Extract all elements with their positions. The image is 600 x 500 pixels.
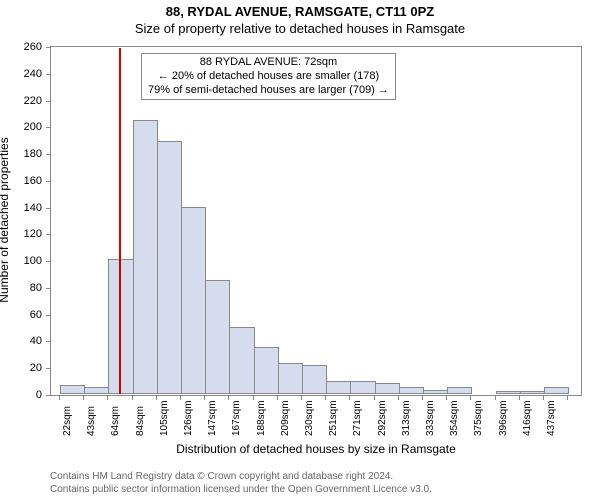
- histogram-bar: [326, 381, 351, 394]
- histogram-bar: [423, 390, 448, 394]
- x-tick-label: 22sqm: [62, 406, 73, 436]
- histogram-bar: [375, 383, 400, 394]
- y-tick-label: 260: [24, 41, 42, 53]
- histogram-bar: [229, 327, 254, 394]
- x-tick-mark: [398, 396, 399, 400]
- histogram-bar: [254, 347, 279, 394]
- x-tick-mark: [107, 396, 108, 400]
- x-tick-mark: [446, 396, 447, 400]
- histogram-bar: [205, 280, 230, 394]
- x-tick-label: 84sqm: [135, 406, 146, 436]
- credits: Contains HM Land Registry data © Crown c…: [50, 471, 592, 496]
- x-tick-mark: [470, 396, 471, 400]
- x-tick-mark: [253, 396, 254, 400]
- y-tick-label: 20: [30, 362, 42, 374]
- x-tick-label: 209sqm: [280, 400, 291, 436]
- y-tick-label: 160: [24, 175, 42, 187]
- x-tick-label: 147sqm: [207, 400, 218, 436]
- x-tick-mark: [180, 396, 181, 400]
- x-tick-mark: [228, 396, 229, 400]
- x-tick-mark: [204, 396, 205, 400]
- x-tick-label: 230sqm: [304, 400, 315, 436]
- annotation-line-3: 79% of semi-detached houses are larger (…: [148, 84, 389, 98]
- x-tick-label: 292sqm: [377, 400, 388, 436]
- x-tick-mark: [156, 396, 157, 400]
- y-tick-label: 180: [24, 148, 42, 160]
- x-tick-label: 313sqm: [401, 400, 412, 436]
- x-tick-label: 271sqm: [352, 400, 363, 436]
- x-axis-label: Distribution of detached houses by size …: [50, 442, 582, 456]
- y-tick-label: 60: [30, 309, 42, 321]
- x-tick-mark: [495, 396, 496, 400]
- x-tick-mark: [349, 396, 350, 400]
- y-tick-label: 100: [24, 255, 42, 267]
- x-tick-label: 354sqm: [449, 400, 460, 436]
- y-tick-label: 140: [24, 202, 42, 214]
- x-tick-label: 333sqm: [425, 400, 436, 436]
- credits-line-2: Contains public sector information licen…: [50, 484, 592, 497]
- histogram-bar: [520, 391, 545, 394]
- x-tick-label: 105sqm: [159, 400, 170, 436]
- y-tick-label: 220: [24, 95, 42, 107]
- x-tick-mark: [83, 396, 84, 400]
- marker-line: [119, 48, 121, 394]
- histogram-bar: [447, 387, 472, 394]
- x-tick-label: 43sqm: [86, 406, 97, 436]
- x-tick-label: 437sqm: [546, 400, 557, 436]
- histogram-bar: [278, 363, 303, 394]
- x-tick-mark: [422, 396, 423, 400]
- y-tick-label: 0: [36, 389, 42, 401]
- y-tick-label: 120: [24, 228, 42, 240]
- x-tick-mark: [277, 396, 278, 400]
- x-tick-label: 188sqm: [256, 400, 267, 436]
- histogram-bar: [544, 387, 569, 394]
- histogram-bar: [496, 391, 521, 394]
- x-tick-label: 416sqm: [522, 400, 533, 436]
- y-tick-label: 40: [30, 335, 42, 347]
- annotation-box: 88 RYDAL AVENUE: 72sqm ← 20% of detached…: [141, 53, 396, 100]
- x-tick-mark: [543, 396, 544, 400]
- annotation-line-1: 88 RYDAL AVENUE: 72sqm: [148, 56, 389, 70]
- x-tick-label: 64sqm: [110, 406, 121, 436]
- plot-region: 88 RYDAL AVENUE: 72sqm ← 20% of detached…: [50, 46, 582, 396]
- page-root: 88, RYDAL AVENUE, RAMSGATE, CT11 0PZ Siz…: [0, 0, 600, 500]
- y-tick-label: 200: [24, 121, 42, 133]
- histogram-bar: [60, 385, 85, 394]
- credits-line-1: Contains HM Land Registry data © Crown c…: [50, 471, 592, 484]
- x-tick-mark: [301, 396, 302, 400]
- x-tick-mark: [519, 396, 520, 400]
- y-axis: 020406080100120140160180200220240260: [0, 46, 46, 396]
- histogram-bar: [157, 141, 182, 394]
- histogram-bar: [84, 387, 109, 394]
- x-tick-label: 251sqm: [328, 400, 339, 436]
- histogram-bar: [350, 381, 375, 394]
- chart-subtitle: Size of property relative to detached ho…: [0, 19, 600, 40]
- x-tick-mark: [325, 396, 326, 400]
- x-tick-mark: [132, 396, 133, 400]
- chart-area: 88 RYDAL AVENUE: 72sqm ← 20% of detached…: [50, 46, 582, 396]
- chart-title: 88, RYDAL AVENUE, RAMSGATE, CT11 0PZ: [0, 0, 600, 19]
- x-tick-mark: [59, 396, 60, 400]
- y-tick-label: 80: [30, 282, 42, 294]
- x-tick-label: 396sqm: [498, 400, 509, 436]
- x-axis: 22sqm 43sqm 64sqm 84sqm 105sqm 126sqm 147sqm 16…: [50, 396, 582, 444]
- histogram-bar: [133, 120, 158, 394]
- x-tick-label: 375sqm: [473, 400, 484, 436]
- x-tick-label: 167sqm: [231, 400, 242, 436]
- histogram-bar: [181, 207, 206, 394]
- histogram-bar: [399, 387, 424, 394]
- y-tick-label: 240: [24, 68, 42, 80]
- x-tick-label: 126sqm: [183, 400, 194, 436]
- histogram-bar: [302, 365, 327, 394]
- annotation-line-2: ← 20% of detached houses are smaller (17…: [148, 70, 389, 84]
- x-tick-mark: [374, 396, 375, 400]
- x-tick-mark: [567, 396, 568, 400]
